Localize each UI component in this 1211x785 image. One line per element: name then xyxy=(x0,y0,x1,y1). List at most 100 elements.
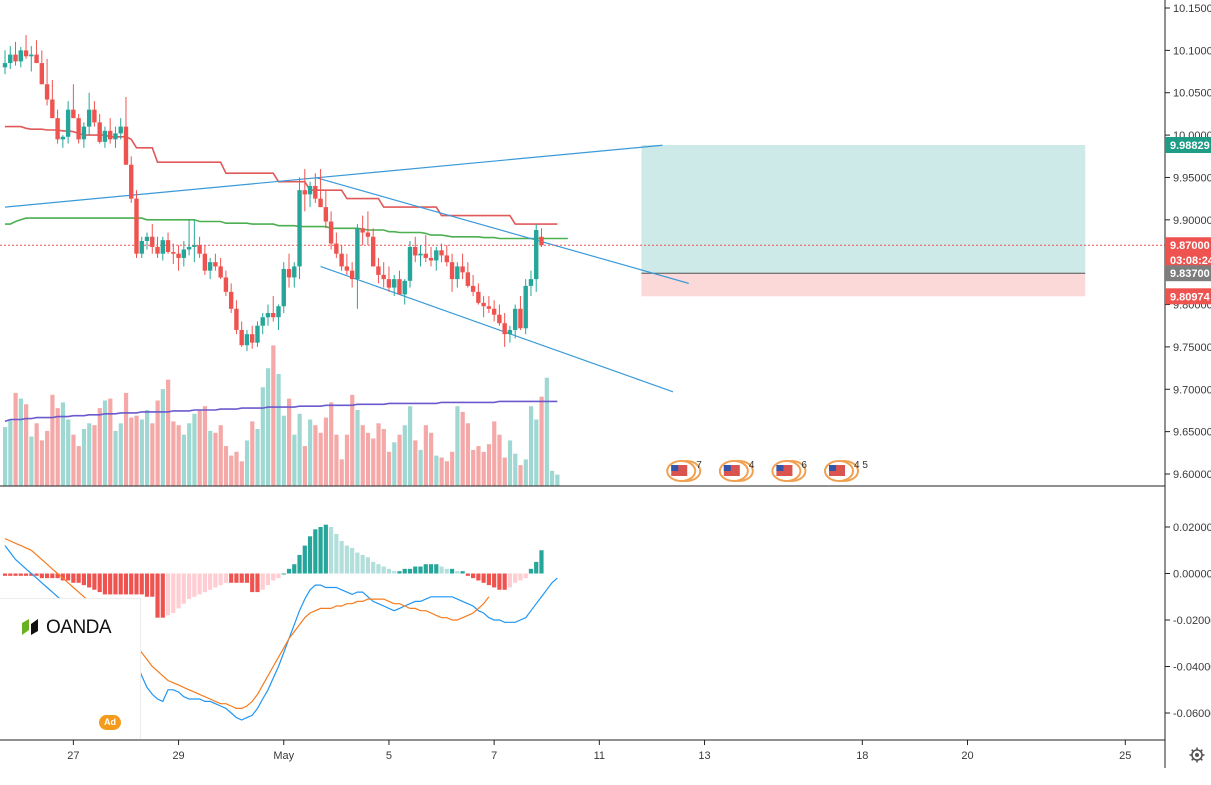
macd-histogram-bar xyxy=(386,568,392,574)
candle-body xyxy=(455,266,460,280)
flag-canton xyxy=(723,465,731,471)
macd-histogram-bar xyxy=(208,573,213,590)
volume-bar xyxy=(413,440,418,486)
us-flag-event-icon[interactable]: 4 5 xyxy=(824,460,868,482)
macd-histogram-bar xyxy=(71,573,76,583)
candle-body xyxy=(407,246,413,281)
flag-canton xyxy=(776,465,784,471)
candle-body xyxy=(481,302,486,307)
candle-body xyxy=(81,126,87,140)
volume-bar xyxy=(244,440,250,486)
volume-bar xyxy=(444,461,450,486)
gear-icon[interactable] xyxy=(1189,747,1205,763)
macd-histogram-bar xyxy=(66,573,71,581)
macd-histogram-bar xyxy=(444,568,449,574)
candle-body xyxy=(71,109,76,119)
flag-stripes xyxy=(776,465,793,476)
us-flag-event-icon[interactable]: 7 xyxy=(666,460,702,482)
macd-histogram-bar xyxy=(523,573,528,579)
price-tag-label: 9.80974 xyxy=(1170,291,1211,303)
macd-histogram-bar xyxy=(97,573,102,593)
macd-histogram-bar xyxy=(360,554,365,574)
volume-bar xyxy=(281,415,286,486)
price-tick-label: 9.70000 xyxy=(1173,384,1211,396)
us-flag-event-icon[interactable]: 6 xyxy=(771,460,807,482)
volume-bar xyxy=(229,455,234,486)
bottom-toolbar xyxy=(0,768,1211,785)
macd-histogram-bar xyxy=(129,573,134,595)
macd-histogram-bar xyxy=(108,573,113,595)
event-count: 4 5 xyxy=(854,460,868,471)
volume-bar xyxy=(8,419,13,486)
price-tick-label: 10.05000 xyxy=(1173,88,1211,100)
macd-histogram-bar xyxy=(534,561,539,574)
volume-bar xyxy=(213,432,218,486)
macd-histogram-bar xyxy=(44,573,50,579)
macd-histogram-bar xyxy=(92,573,97,590)
volume-bar xyxy=(497,434,502,486)
candle-body xyxy=(507,329,513,335)
macd-histogram-bar xyxy=(339,540,344,574)
candle-body xyxy=(281,268,286,307)
us-flag-event-icon[interactable]: 4 xyxy=(718,460,755,482)
macd-histogram-bar xyxy=(418,566,423,574)
candle-body xyxy=(502,323,507,335)
macd-histogram-bar xyxy=(223,573,229,583)
volume-bar xyxy=(523,459,528,486)
volume-bar xyxy=(507,440,513,486)
volume-bar xyxy=(434,455,439,486)
macd-histogram-bar xyxy=(328,527,334,574)
candle-body xyxy=(518,308,523,329)
volume-bar xyxy=(392,442,397,486)
volume-bar xyxy=(460,411,465,486)
volume-bar xyxy=(287,398,292,486)
volume-bar xyxy=(239,461,244,486)
macd-histogram-bar xyxy=(34,573,39,576)
ad-badge[interactable]: Ad xyxy=(99,715,121,730)
macd-histogram-bar xyxy=(313,529,318,574)
volume-bar xyxy=(439,457,444,486)
macd-histogram-bar xyxy=(471,573,476,579)
profit-zone xyxy=(641,145,1086,274)
price-tag xyxy=(1165,265,1211,282)
macd-histogram-bar xyxy=(18,573,23,576)
candle-body xyxy=(402,280,407,295)
macd-histogram-bar xyxy=(102,573,108,595)
candle-body xyxy=(292,266,297,278)
price-tag-label: 9.87000 xyxy=(1170,240,1210,252)
macd-histogram-bar xyxy=(528,568,534,574)
candle-body xyxy=(444,255,450,263)
candle-body xyxy=(260,317,265,326)
price-tag xyxy=(1165,252,1211,269)
candle-body xyxy=(491,308,497,315)
macd-histogram-bar xyxy=(29,573,34,576)
position-zones xyxy=(641,145,1086,297)
macd-histogram-bar xyxy=(507,573,513,588)
volume-bar xyxy=(60,402,66,486)
macd-histogram-bar xyxy=(371,561,376,574)
candle-body xyxy=(92,109,97,123)
volume-bar xyxy=(29,436,34,486)
candle-body xyxy=(355,228,360,280)
macd-tick-label: -0.02000 xyxy=(1173,615,1211,627)
macd-tick-label: 0.02000 xyxy=(1173,522,1211,534)
candle-body xyxy=(139,241,144,254)
volume-bars xyxy=(3,345,560,486)
trendline xyxy=(4,144,663,208)
macd-histogram-bar xyxy=(423,564,428,574)
macd-histogram-bar xyxy=(2,573,8,576)
volume-bar xyxy=(334,434,339,486)
candle-body xyxy=(297,190,302,267)
volume-bar xyxy=(271,345,276,486)
volume-bar xyxy=(260,387,265,486)
candle-body xyxy=(302,190,307,195)
volume-bar xyxy=(218,425,223,486)
macd-histogram-bar xyxy=(181,573,186,604)
macd-histogram-bar xyxy=(381,566,386,574)
macd-histogram-bar xyxy=(55,573,60,579)
candle-body xyxy=(213,262,218,267)
volume-bar xyxy=(360,425,365,486)
macd-histogram-bar xyxy=(134,573,139,595)
macd-histogram-bar xyxy=(297,554,302,574)
